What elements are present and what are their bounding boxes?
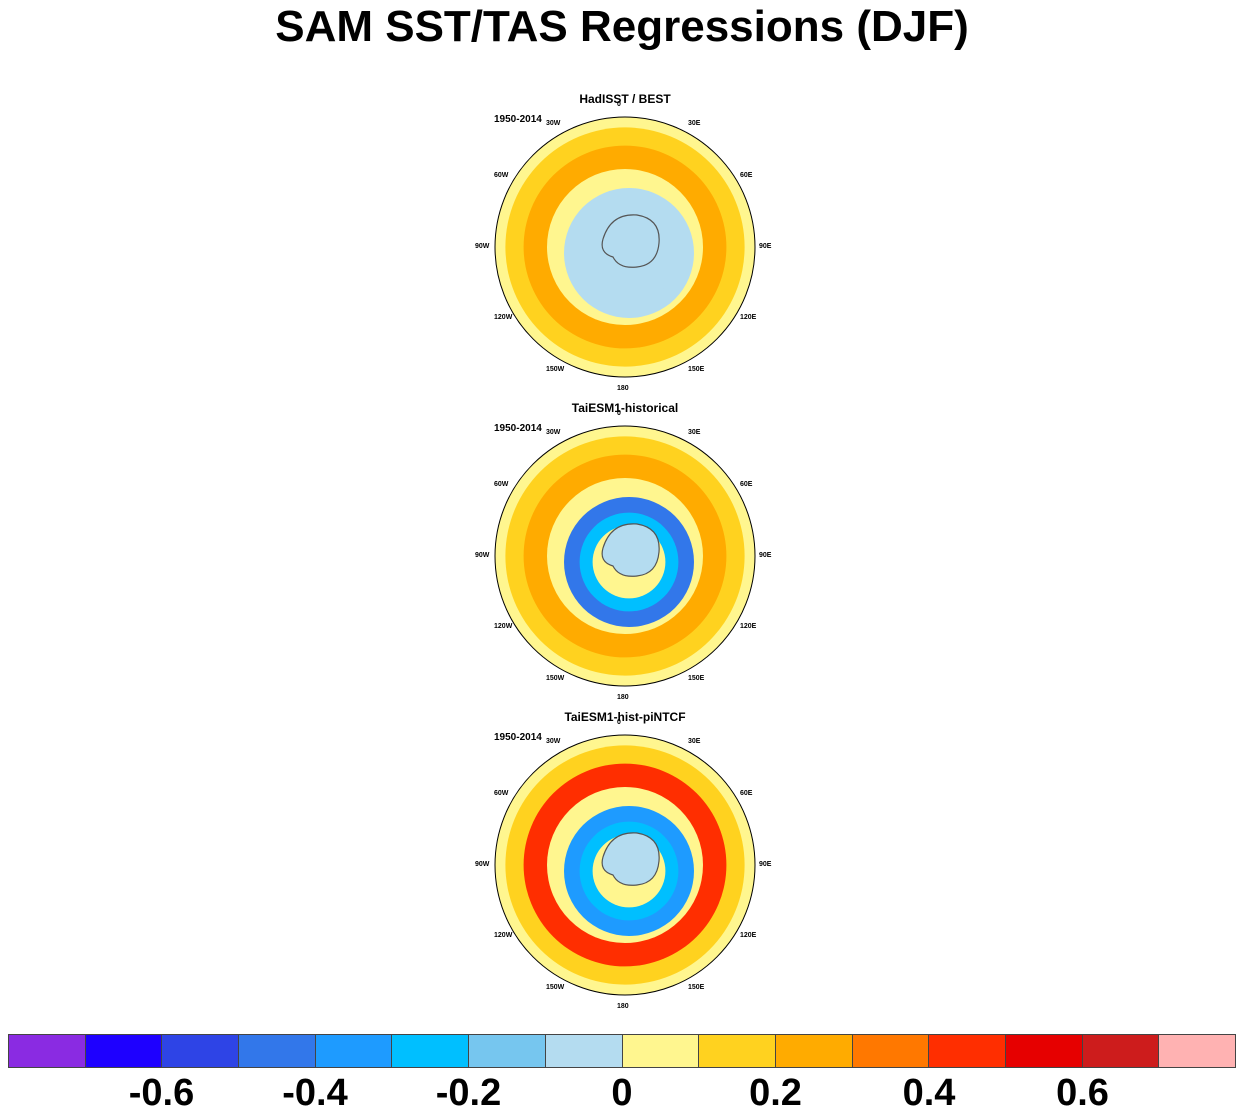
longitude-label: 60W <box>494 481 509 488</box>
longitude-label: 120E <box>739 932 757 939</box>
longitude-label: 30W <box>546 429 561 437</box>
longitude-label: 120W <box>494 932 513 939</box>
colorbar <box>8 1034 1236 1068</box>
longitude-label: 0 <box>617 101 621 108</box>
map-panel: TaiESM1-hist-piNTCF 1950-2014 0 30E 60E 90E 12… <box>470 710 780 1010</box>
colorbar-tick-label: 0.6 <box>1056 1072 1109 1114</box>
longitude-label: 90W <box>475 861 490 868</box>
longitude-label: 180 <box>617 385 629 392</box>
map-border <box>494 425 756 687</box>
longitude-label: 120W <box>494 623 513 630</box>
longitude-label: 60W <box>494 172 509 179</box>
polar-map <box>494 425 756 687</box>
colorbar-box <box>1159 1034 1236 1068</box>
longitude-label: 30W <box>546 120 561 128</box>
longitude-label: 0 <box>617 719 621 726</box>
colorbar-tick-label: -0.4 <box>282 1072 348 1114</box>
colorbar-tick-label: 0.4 <box>902 1072 956 1114</box>
colorbar-box <box>852 1034 930 1068</box>
colorbar-box <box>1082 1034 1160 1068</box>
colorbar-tick-label: -0.6 <box>128 1072 195 1114</box>
longitude-label: 90E <box>759 243 772 250</box>
longitude-label: 30E <box>688 120 701 128</box>
colorbar-box <box>699 1034 776 1068</box>
antarctica-outline <box>601 832 660 886</box>
panel-period: 1950-2014 <box>494 114 542 125</box>
longitude-label: 90W <box>475 243 490 250</box>
longitude-label: 60W <box>494 790 509 797</box>
colorbar-box <box>1005 1034 1083 1068</box>
longitude-label: 120E <box>739 623 757 630</box>
longitude-label: 30W <box>546 738 561 746</box>
longitude-label: 30E <box>688 429 701 437</box>
longitude-label: 90E <box>759 861 772 868</box>
longitude-label: 60E <box>739 790 753 797</box>
colorbar-box <box>315 1034 393 1068</box>
colorbar-box <box>545 1034 623 1068</box>
polar-map <box>494 734 756 996</box>
longitude-label: 150W <box>546 365 565 373</box>
longitude-label: 60E <box>739 172 753 179</box>
map-panel: TaiESM1-historical 1950-2014 0 30E 60E 90E 120… <box>470 401 780 701</box>
longitude-label: 180 <box>617 1003 629 1010</box>
antarctica-outline <box>601 523 660 577</box>
longitude-label: 0 <box>617 410 621 417</box>
longitude-label: 60E <box>739 481 753 488</box>
map-border <box>494 734 756 996</box>
longitude-label: 150W <box>546 674 565 682</box>
longitude-label: 90W <box>475 552 490 559</box>
longitude-label: 150E <box>688 365 705 373</box>
antarctica-outline <box>601 214 660 268</box>
longitude-label: 30E <box>688 738 701 746</box>
colorbar-box <box>622 1034 700 1068</box>
panel-period: 1950-2014 <box>494 423 542 434</box>
colorbar-box <box>239 1034 316 1068</box>
longitude-label: 120W <box>494 314 513 321</box>
polar-map <box>494 116 756 378</box>
page-title: SAM SST/TAS Regressions (DJF) <box>275 2 969 51</box>
panel-title: HadISST / BEST <box>579 92 671 106</box>
colorbar-tick-label: 0 <box>611 1072 633 1114</box>
colorbar-box <box>469 1034 546 1068</box>
colorbar-box <box>929 1034 1006 1068</box>
colorbar-box <box>775 1034 853 1068</box>
colorbar-box <box>85 1034 163 1068</box>
longitude-label: 120E <box>739 314 757 321</box>
colorbar-tick-label: -0.2 <box>435 1072 502 1114</box>
map-border <box>494 116 756 378</box>
colorbar-box <box>8 1034 86 1068</box>
longitude-label: 150E <box>688 983 705 991</box>
longitude-label: 180 <box>617 694 629 701</box>
panel-title: TaiESM1-hist-piNTCF <box>564 710 686 724</box>
colorbar-box <box>392 1034 470 1068</box>
colorbar-box <box>162 1034 240 1068</box>
map-panel: HadISST / BEST 1950-2014 0 30E 60E 90E 120E 150… <box>470 92 780 392</box>
colorbar-tick-label: 0.2 <box>749 1072 802 1114</box>
panel-period: 1950-2014 <box>494 732 542 743</box>
longitude-label: 90E <box>759 552 772 559</box>
panel-title: TaiESM1-historical <box>571 401 679 415</box>
longitude-label: 150E <box>688 674 705 682</box>
longitude-label: 150W <box>546 983 565 991</box>
